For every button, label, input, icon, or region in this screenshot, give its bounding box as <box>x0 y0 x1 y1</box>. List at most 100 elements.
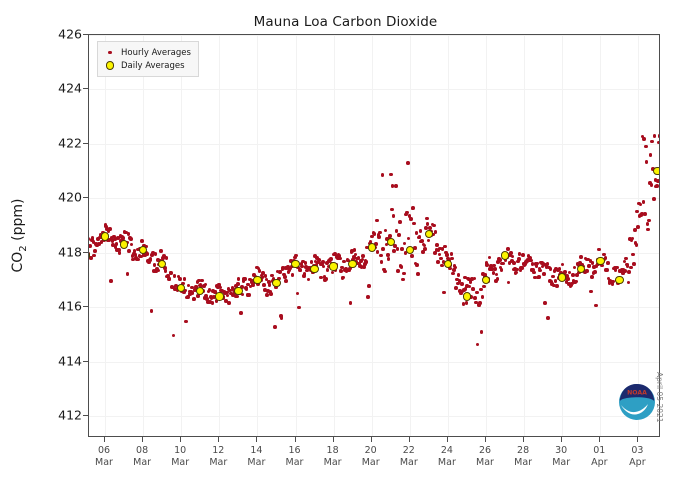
hourly-average-point <box>414 230 419 235</box>
hourly-average-point <box>319 275 323 280</box>
daily-average-point <box>443 259 453 268</box>
hourly-average-point <box>535 261 539 266</box>
hourly-average-point <box>575 273 579 277</box>
hourly-average-point <box>463 275 467 280</box>
hourly-average-point <box>262 283 266 287</box>
hourly-average-point <box>624 256 628 261</box>
gridline-vertical <box>486 35 487 436</box>
hourly-average-point <box>567 281 571 286</box>
hourly-average-point <box>344 267 348 271</box>
hourly-average-point <box>567 270 572 275</box>
hourly-average-point <box>652 197 656 201</box>
hourly-average-point <box>359 265 364 269</box>
hourly-average-point <box>478 287 483 292</box>
hourly-average-point <box>384 242 389 247</box>
daily-average-point <box>405 245 414 255</box>
hourly-average-point <box>116 235 120 240</box>
daily-average-point <box>253 275 262 285</box>
x-axis-tick-mark <box>561 437 563 442</box>
hourly-average-point <box>649 183 654 187</box>
hourly-average-point <box>536 275 541 279</box>
hourly-average-point <box>145 251 150 256</box>
hourly-average-point <box>374 218 379 223</box>
hourly-average-point <box>224 299 228 304</box>
daily-average-point <box>272 278 281 287</box>
hourly-average-point <box>183 288 188 293</box>
hourly-average-point <box>647 218 651 223</box>
hourly-average-point <box>450 256 454 261</box>
hourly-average-point <box>521 253 525 257</box>
hourly-average-point <box>442 290 447 295</box>
hourly-average-point <box>335 255 339 259</box>
hourly-average-point <box>632 228 637 232</box>
hourly-average-point <box>656 140 659 145</box>
hourly-average-point <box>540 264 545 269</box>
hourly-average-point <box>394 184 398 189</box>
y-axis-tick-mark <box>83 415 88 417</box>
x-axis-tick-mark <box>256 437 258 442</box>
hourly-average-point <box>474 300 478 305</box>
hourly-average-point <box>586 257 590 262</box>
hourly-average-point <box>89 237 90 241</box>
hourly-average-point <box>432 223 436 228</box>
gridline-horizontal <box>89 252 659 254</box>
hourly-average-point <box>282 272 286 277</box>
hourly-average-point <box>516 259 520 264</box>
hourly-average-point <box>635 209 639 214</box>
hourly-average-point <box>192 297 196 301</box>
hourly-average-point <box>257 269 262 273</box>
hourly-average-point <box>454 286 458 290</box>
hourly-average-point <box>127 249 131 253</box>
hourly-average-point <box>469 295 474 299</box>
hourly-average-point <box>444 250 448 255</box>
hourly-average-point <box>202 295 207 300</box>
hourly-average-point <box>178 277 182 282</box>
hourly-average-point <box>409 216 413 221</box>
hourly-average-point <box>268 290 273 294</box>
x-axis-tick-label: 22 Mar <box>387 445 431 468</box>
hourly-average-point <box>503 258 508 263</box>
hourly-average-point <box>287 268 292 272</box>
hourly-average-point <box>289 259 293 263</box>
hourly-average-point <box>288 266 293 271</box>
hourly-average-point <box>453 265 458 270</box>
hourly-average-point <box>543 301 547 305</box>
y-axis-tick-mark <box>83 34 88 35</box>
hourly-average-point <box>440 263 444 268</box>
hourly-average-point <box>642 136 647 141</box>
daily-average-point <box>329 262 338 271</box>
hourly-average-point <box>109 236 114 240</box>
hourly-average-point <box>518 268 523 273</box>
hourly-average-point <box>455 281 460 286</box>
hourly-average-point <box>306 277 311 282</box>
hourly-average-point <box>313 254 317 258</box>
hourly-average-point <box>184 319 189 324</box>
x-tick-day: 22 <box>402 445 415 456</box>
hourly-average-point <box>330 270 335 275</box>
gridline-vertical <box>257 35 259 436</box>
chart-title: Mauna Loa Carbon Dioxide <box>253 14 438 30</box>
hourly-average-point <box>103 223 108 227</box>
hourly-average-point <box>400 247 404 251</box>
hourly-average-point <box>474 290 479 295</box>
x-axis-tick-mark <box>485 437 486 442</box>
hourly-average-point <box>463 287 468 291</box>
y-axis-title-prefix: CO <box>10 251 26 273</box>
daily-average-point <box>196 286 205 296</box>
hourly-average-point <box>325 267 330 272</box>
hourly-average-point <box>481 272 485 276</box>
gridline-vertical <box>638 35 640 436</box>
y-axis-tick-label: 422 <box>58 135 82 151</box>
hourly-average-point <box>113 244 118 249</box>
daily-average-point <box>310 264 319 274</box>
hourly-average-point <box>549 279 554 284</box>
hourly-average-point <box>339 269 343 273</box>
hourly-average-point <box>494 272 499 277</box>
hourly-average-point <box>374 242 378 246</box>
hourly-average-point <box>480 295 485 299</box>
hourly-average-point <box>243 276 247 281</box>
hourly-average-point <box>406 236 411 241</box>
hourly-average-point <box>313 259 318 264</box>
hourly-average-point <box>246 282 250 287</box>
hourly-average-point <box>234 284 239 288</box>
